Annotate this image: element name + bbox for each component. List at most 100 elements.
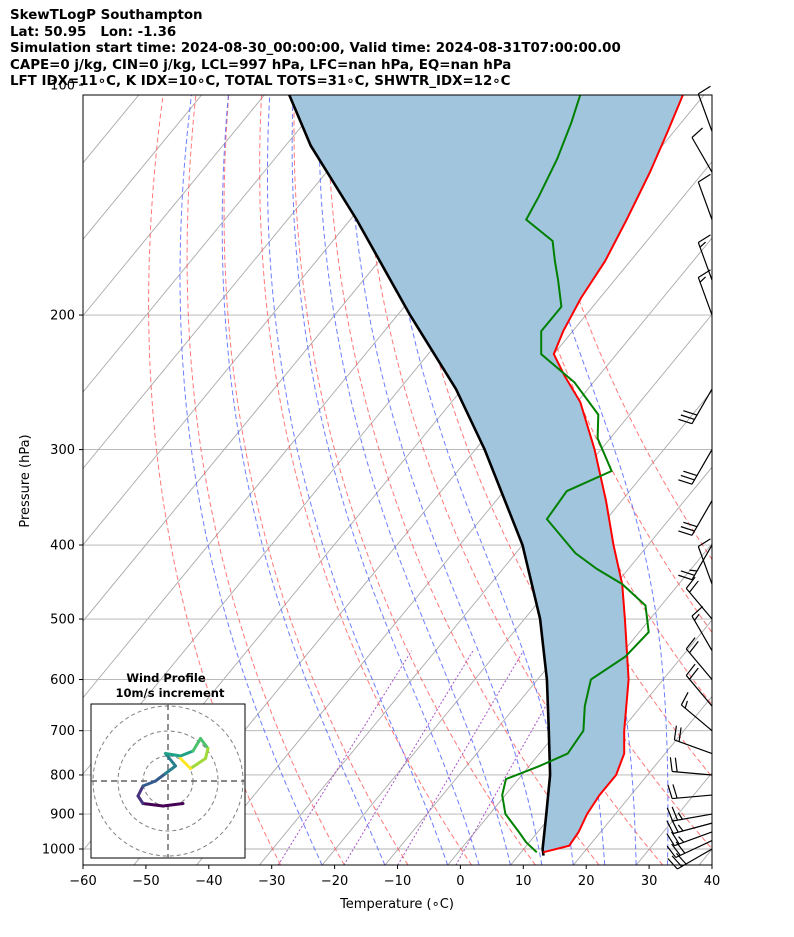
moist-adiabat-line bbox=[291, 95, 480, 865]
barb-flag bbox=[684, 700, 688, 709]
dry-adiabat-line bbox=[223, 95, 409, 865]
wind-barb bbox=[678, 388, 713, 425]
wind-barb bbox=[697, 234, 713, 281]
barb-flag bbox=[667, 784, 673, 799]
hodograph-segment bbox=[161, 802, 185, 808]
y-axis-label: Pressure (hPa) bbox=[18, 434, 33, 527]
wind-barb bbox=[691, 605, 713, 651]
barb-shaft bbox=[691, 544, 713, 580]
index-line: LFT IDX=11∘C, K IDX=10∘C, TOTAL TOTS=31∘… bbox=[10, 74, 511, 89]
hodograph-ring bbox=[117, 730, 219, 832]
barb-flag bbox=[671, 806, 679, 821]
barb-flag bbox=[685, 663, 696, 676]
barb-flag bbox=[689, 641, 699, 654]
barb-shaft bbox=[697, 93, 713, 132]
barb-flag bbox=[689, 667, 699, 680]
chart-header: SkewTLogP Southampton Lat: 50.95 Lon: -1… bbox=[10, 8, 621, 91]
barb-flag bbox=[680, 570, 695, 576]
wind-barb bbox=[685, 576, 713, 620]
x-tick-label: 30 bbox=[641, 874, 658, 889]
barb-shaft bbox=[674, 739, 713, 755]
mixing-ratio-line bbox=[397, 650, 524, 865]
location-line: Lat: 50.95 Lon: -1.36 bbox=[10, 24, 177, 40]
barb-shaft bbox=[680, 704, 713, 732]
barb-flag bbox=[678, 727, 682, 742]
barb-flag bbox=[671, 843, 681, 856]
dry-adiabat-line bbox=[259, 95, 473, 865]
profile-layer bbox=[287, 95, 684, 856]
moist-adiabat-line bbox=[318, 95, 511, 865]
wind-barb bbox=[673, 725, 713, 755]
dry-adiabat-line bbox=[293, 95, 536, 865]
wind-barb-column bbox=[666, 85, 713, 870]
y-tick-label: 800 bbox=[50, 768, 75, 783]
hodograph-segment bbox=[191, 737, 202, 753]
barb-flag bbox=[699, 241, 706, 248]
dry-adiabat-line bbox=[359, 95, 664, 865]
barb-flag bbox=[698, 85, 711, 95]
barb-flag bbox=[666, 845, 677, 858]
isotherm-line bbox=[83, 95, 391, 470]
barb-flag bbox=[689, 580, 699, 593]
barb-shaft bbox=[674, 831, 713, 847]
barb-shaft bbox=[691, 449, 713, 485]
wind-barb bbox=[666, 831, 713, 847]
dry-adiabat-line bbox=[457, 95, 712, 706]
x-tick-label: 0 bbox=[456, 874, 464, 889]
y-tick-label: 600 bbox=[50, 673, 75, 688]
barb-flag bbox=[678, 530, 693, 536]
barb-flag bbox=[683, 410, 698, 416]
barb-shaft bbox=[691, 388, 713, 425]
hodograph-segment bbox=[189, 757, 207, 770]
wind-barb bbox=[667, 784, 713, 800]
barb-flag bbox=[671, 855, 683, 867]
wind-barb bbox=[678, 500, 713, 536]
barb-flag bbox=[666, 820, 674, 834]
hodograph-segment bbox=[141, 802, 165, 808]
wind-barb bbox=[678, 544, 713, 581]
wind-barb bbox=[667, 848, 713, 870]
wind-barb bbox=[666, 806, 713, 822]
x-tick-label: −40 bbox=[195, 874, 222, 889]
barb-flag bbox=[678, 574, 693, 581]
barb-flag bbox=[666, 833, 675, 846]
barb-shaft bbox=[672, 770, 713, 776]
tick-layer: −60 −50 −40 −30 −20 −10 0 10 20 30 40 100 200 300 400 5… bbox=[42, 79, 720, 889]
barb-flag bbox=[680, 474, 695, 481]
mixing-ratio-line bbox=[343, 650, 474, 865]
mixing-ratio-line bbox=[277, 650, 413, 865]
barb-flag bbox=[698, 173, 711, 183]
hodograph-segment bbox=[164, 752, 177, 768]
hodograph-segment bbox=[154, 772, 167, 783]
cape-fill-layer bbox=[289, 95, 683, 856]
x-axis-label: Temperature (∘C) bbox=[339, 897, 454, 912]
barb-flag bbox=[694, 613, 700, 621]
barb-flag bbox=[699, 276, 706, 283]
isotherm-line bbox=[698, 848, 712, 865]
isotherm-line bbox=[384, 466, 712, 865]
barb-shaft bbox=[697, 277, 713, 316]
time-line: Simulation start time: 2024-08-30_00:00:… bbox=[10, 41, 621, 56]
dewpoint-line bbox=[501, 95, 650, 854]
wind-barb bbox=[685, 663, 713, 707]
barb-flag bbox=[672, 784, 678, 799]
barb-shaft bbox=[675, 840, 713, 859]
barb-shaft bbox=[691, 500, 713, 536]
barb-flag bbox=[698, 538, 711, 548]
y-tick-label: 200 bbox=[50, 309, 75, 324]
parcel-line bbox=[287, 95, 552, 856]
barb-flag bbox=[666, 807, 674, 822]
x-tick-label: 40 bbox=[704, 874, 721, 889]
barb-flag bbox=[678, 479, 693, 485]
barb-flag bbox=[667, 857, 678, 870]
barb-flag bbox=[678, 836, 685, 843]
barb-flag bbox=[669, 757, 673, 772]
barb-flag bbox=[680, 414, 695, 420]
moist-adiabat-line bbox=[179, 95, 323, 865]
isotherm-line bbox=[83, 95, 265, 317]
moist-adiabat-line bbox=[512, 95, 669, 865]
wind-barb bbox=[691, 127, 713, 173]
moist-adiabat-line bbox=[221, 95, 386, 865]
barb-shaft bbox=[697, 181, 713, 220]
barb-flag bbox=[683, 521, 698, 528]
